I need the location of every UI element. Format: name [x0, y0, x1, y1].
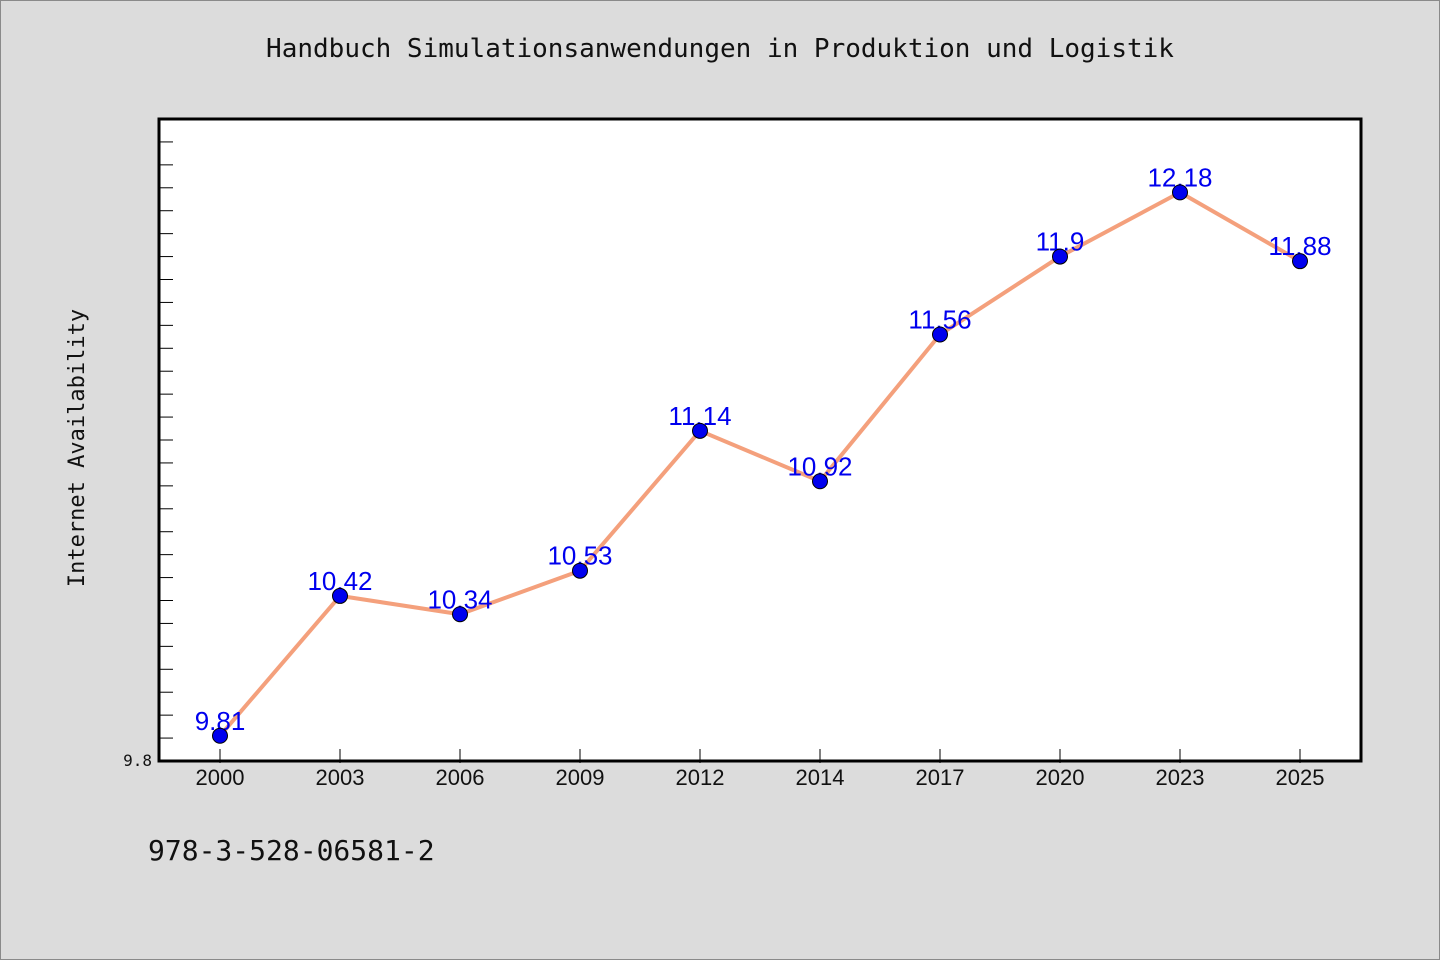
data-point: [452, 606, 468, 623]
data-point: [1172, 184, 1188, 201]
isbn-code: 978-3-528-06581-2: [148, 834, 435, 867]
x-tick-label: 2020: [1036, 765, 1085, 790]
data-point: [212, 727, 228, 744]
y-tick-label: 9.8: [123, 751, 152, 770]
x-tick-label: 2006: [436, 765, 485, 790]
data-point: [1052, 248, 1068, 265]
x-tick-label: 2017: [916, 765, 965, 790]
x-tick-label: 2009: [556, 765, 605, 790]
data-labels: 9.8110.4210.3410.5311.1410.9211.5611.912…: [195, 162, 1332, 735]
x-tick-label: 2025: [1276, 765, 1325, 790]
data-point: [692, 422, 708, 439]
x-tick-label: 2000: [196, 765, 245, 790]
plot-area: [157, 117, 1363, 763]
chart-title: Handbuch Simulationsanwendungen in Produ…: [266, 34, 1174, 64]
data-point: [572, 562, 588, 579]
data-point: [932, 326, 948, 343]
x-axis-ticks: 2000 2003 2006 2009 2012 2014 2017 2020 2023 2025: [196, 749, 1325, 790]
x-tick-label: 2012: [676, 765, 725, 790]
data-point: [1292, 253, 1308, 270]
series-line: [218, 190, 1302, 738]
y-axis-ticks: [158, 141, 173, 739]
x-tick-label: 2014: [796, 765, 845, 790]
data-markers: [212, 184, 1308, 744]
x-tick-label: 2003: [316, 765, 365, 790]
y-axis-label: Internet Availability: [65, 309, 90, 587]
x-tick-label: 2023: [1156, 765, 1205, 790]
data-point: [812, 473, 828, 490]
data-point: [332, 587, 348, 604]
